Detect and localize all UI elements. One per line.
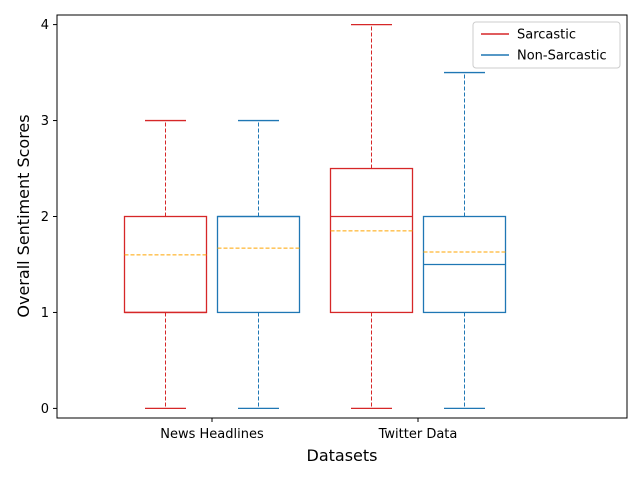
y-tick-label: 1 [41,306,49,321]
legend-label: Sarcastic [517,28,576,43]
x-tick-label: News Headlines [160,427,264,442]
box-non-sarcastic-1 [422,71,507,410]
x-axis-title: Datasets [307,446,378,465]
box-sarcastic-0 [123,119,208,410]
y-axis-title: Overall Sentiment Scores [14,114,33,317]
box-non-sarcastic-0 [216,119,301,410]
box-iqr [329,167,414,314]
legend-box [472,21,621,69]
legend: Sarcastic Non-Sarcastic [472,21,621,69]
y-tick-label: 4 [41,18,49,33]
y-tick-label: 3 [41,114,49,129]
legend-label: Non-Sarcastic [517,49,607,64]
box-sarcastic-1 [329,23,414,410]
x-tick-label: Twitter Data [378,427,458,442]
y-tick-label: 2 [41,210,49,225]
y-tick-label: 0 [41,402,49,417]
